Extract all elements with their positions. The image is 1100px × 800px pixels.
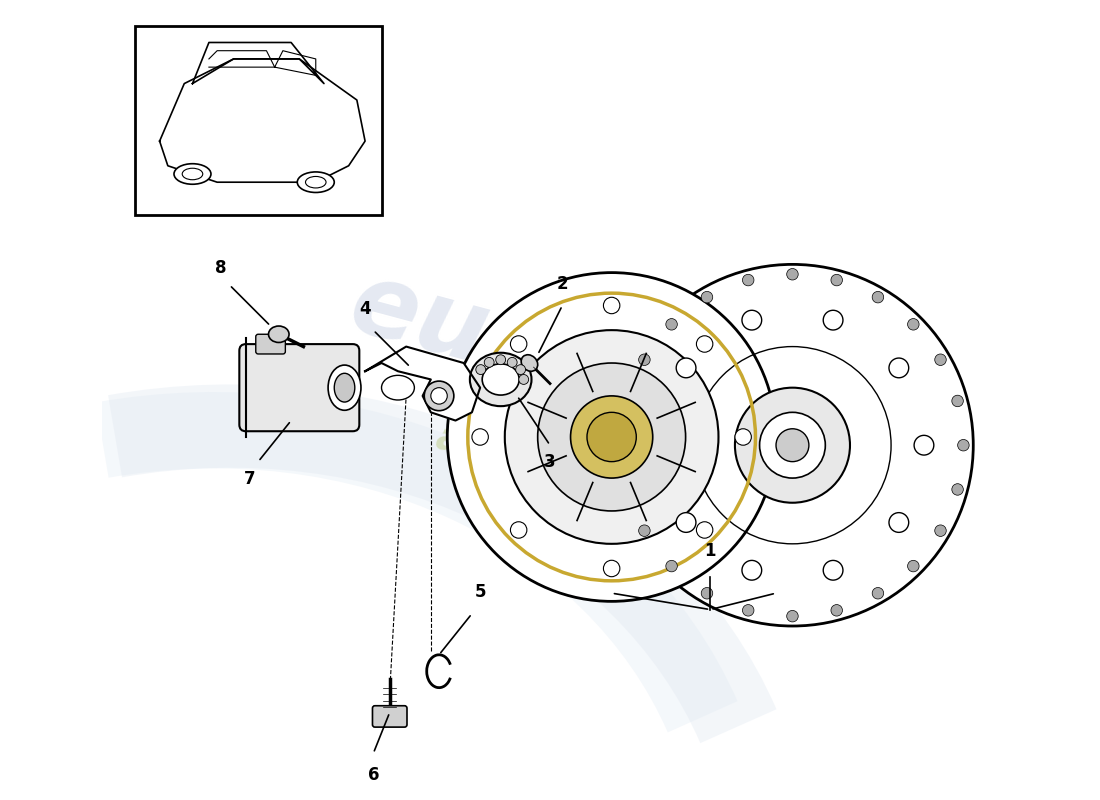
Circle shape (742, 310, 761, 330)
Ellipse shape (521, 354, 538, 371)
Circle shape (872, 291, 883, 303)
Ellipse shape (334, 374, 355, 402)
Ellipse shape (183, 168, 202, 180)
Circle shape (786, 610, 799, 622)
Circle shape (639, 525, 650, 537)
Circle shape (952, 395, 964, 406)
Circle shape (507, 358, 517, 367)
Text: 2: 2 (557, 275, 568, 293)
Text: 7: 7 (244, 470, 256, 488)
Circle shape (830, 605, 843, 616)
Circle shape (476, 365, 486, 374)
Circle shape (666, 318, 678, 330)
Circle shape (448, 273, 776, 602)
Circle shape (510, 522, 527, 538)
Circle shape (760, 412, 825, 478)
FancyBboxPatch shape (240, 344, 360, 431)
Circle shape (472, 429, 488, 446)
Circle shape (571, 396, 652, 478)
FancyBboxPatch shape (256, 334, 285, 354)
Circle shape (742, 561, 761, 580)
Circle shape (872, 587, 883, 599)
Circle shape (484, 358, 494, 367)
Circle shape (701, 291, 713, 303)
FancyBboxPatch shape (373, 706, 407, 727)
Text: 8: 8 (216, 258, 227, 277)
Circle shape (639, 354, 650, 366)
Circle shape (935, 525, 946, 537)
Text: 5: 5 (474, 583, 486, 602)
Circle shape (958, 439, 969, 451)
Circle shape (676, 358, 696, 378)
Circle shape (776, 429, 808, 462)
Text: 3: 3 (544, 454, 556, 471)
Text: 1: 1 (704, 542, 716, 560)
Ellipse shape (470, 353, 531, 406)
Circle shape (604, 298, 620, 314)
Circle shape (908, 318, 920, 330)
Circle shape (431, 388, 448, 404)
Circle shape (889, 513, 909, 532)
Polygon shape (365, 346, 480, 421)
Circle shape (701, 587, 713, 599)
Text: a passion since 1985: a passion since 1985 (432, 418, 883, 573)
Text: 6: 6 (367, 766, 380, 784)
Polygon shape (160, 59, 365, 182)
Circle shape (914, 435, 934, 455)
Circle shape (823, 310, 843, 330)
Ellipse shape (174, 164, 211, 184)
Circle shape (604, 560, 620, 577)
Circle shape (651, 435, 671, 455)
Ellipse shape (382, 375, 415, 400)
Circle shape (621, 484, 634, 495)
Circle shape (676, 513, 696, 532)
Circle shape (505, 330, 718, 544)
Circle shape (538, 363, 685, 511)
Polygon shape (192, 42, 324, 83)
Circle shape (889, 358, 909, 378)
Ellipse shape (306, 177, 326, 188)
Circle shape (496, 354, 506, 365)
Ellipse shape (328, 365, 361, 410)
Circle shape (612, 264, 974, 626)
Ellipse shape (268, 326, 289, 342)
Circle shape (425, 381, 454, 410)
Text: 4: 4 (360, 300, 371, 318)
Circle shape (735, 429, 751, 446)
Circle shape (735, 388, 850, 502)
Circle shape (786, 269, 799, 280)
Circle shape (616, 439, 627, 451)
Circle shape (696, 522, 713, 538)
Ellipse shape (297, 172, 334, 193)
FancyBboxPatch shape (135, 26, 382, 215)
Circle shape (587, 412, 636, 462)
Circle shape (742, 605, 754, 616)
Circle shape (823, 561, 843, 580)
Ellipse shape (482, 364, 519, 395)
Text: eurospares: eurospares (340, 255, 976, 513)
Circle shape (516, 365, 526, 374)
Circle shape (908, 560, 920, 572)
Circle shape (935, 354, 946, 366)
Circle shape (742, 274, 754, 286)
Circle shape (830, 274, 843, 286)
Circle shape (510, 336, 527, 352)
Circle shape (621, 395, 634, 406)
Circle shape (696, 336, 713, 352)
Circle shape (519, 374, 529, 384)
Circle shape (952, 484, 964, 495)
Circle shape (666, 560, 678, 572)
